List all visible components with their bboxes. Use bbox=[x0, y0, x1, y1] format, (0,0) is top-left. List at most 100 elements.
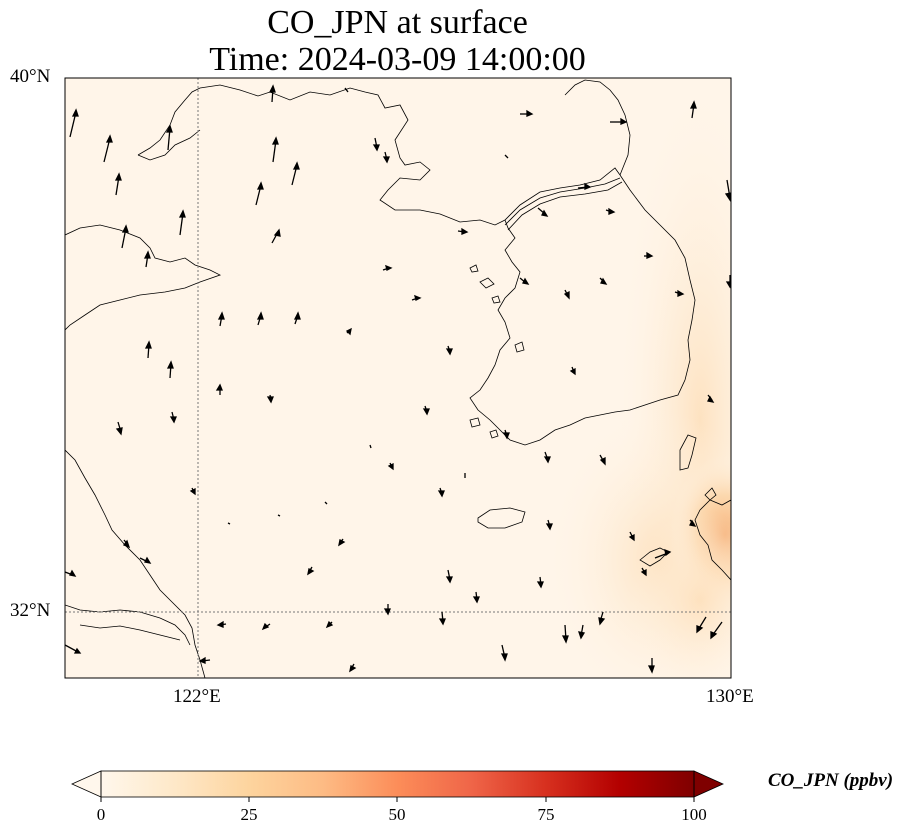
wind-arrow bbox=[599, 277, 608, 285]
wind-arrow bbox=[577, 182, 592, 190]
wind-arrow bbox=[647, 658, 655, 674]
wind-arrow bbox=[216, 620, 227, 628]
wind-arrow bbox=[65, 644, 82, 654]
wind-arrow bbox=[324, 501, 328, 505]
lat-label-40n: 40°N bbox=[10, 66, 51, 87]
wind-arrow bbox=[382, 151, 390, 164]
wind-arrow bbox=[644, 251, 654, 259]
coastlines bbox=[65, 79, 731, 678]
wind-arrow bbox=[122, 539, 131, 549]
wind-arrow bbox=[143, 250, 151, 268]
wind-arrow bbox=[696, 616, 707, 634]
wind-arrow bbox=[121, 224, 129, 249]
wind-arrow bbox=[725, 275, 731, 289]
colorbar bbox=[71, 770, 724, 802]
wind-arrow bbox=[438, 611, 446, 626]
wind-arrow bbox=[268, 84, 276, 103]
wind-arrow bbox=[217, 311, 225, 327]
wind-arrow bbox=[369, 444, 372, 449]
wind-arrow bbox=[628, 531, 635, 542]
wind-arrow bbox=[382, 264, 393, 271]
wind-arrow bbox=[372, 137, 380, 152]
map-frame bbox=[64, 77, 732, 679]
wind-arrow bbox=[383, 604, 391, 616]
wind-arrow bbox=[457, 227, 469, 235]
colorbar-extend-min bbox=[71, 770, 102, 798]
wind-arrow bbox=[338, 538, 346, 547]
wind-arrow bbox=[689, 519, 697, 527]
wind-arrow bbox=[654, 548, 672, 559]
wind-arrow bbox=[344, 87, 349, 93]
wind-arrow bbox=[640, 567, 647, 577]
wind-arrow bbox=[178, 209, 186, 236]
wind-arrow bbox=[144, 340, 152, 359]
wind-arrow bbox=[578, 624, 586, 640]
wind-arrow bbox=[472, 591, 480, 604]
wind-arrow bbox=[561, 624, 569, 644]
wind-arrow bbox=[437, 487, 445, 498]
wind-arrow bbox=[266, 394, 274, 404]
wind-arrow bbox=[215, 383, 223, 395]
wind-arrow bbox=[504, 154, 509, 159]
wind-arrow bbox=[65, 569, 77, 577]
wind-arrow bbox=[69, 108, 79, 138]
colorbar-tick-25: 25 bbox=[240, 805, 258, 824]
wind-arrow bbox=[103, 134, 113, 163]
colorbar-tick-75: 75 bbox=[537, 805, 555, 824]
colorbar-extend-max bbox=[693, 770, 724, 798]
wind-arrow bbox=[520, 109, 534, 117]
wind-arrow bbox=[271, 228, 281, 244]
wind-arrow bbox=[502, 429, 510, 440]
wind-arrow bbox=[114, 172, 122, 196]
wind-arrow bbox=[610, 117, 628, 125]
colorbar-tick-50: 50 bbox=[388, 805, 406, 824]
wind-arrow bbox=[261, 622, 271, 631]
wind-arrow bbox=[198, 656, 211, 664]
wind-arrow bbox=[256, 311, 264, 326]
wind-arrow bbox=[674, 289, 685, 297]
map-title-line2: Time: 2024-03-09 14:00:00 bbox=[209, 41, 586, 78]
wind-arrow bbox=[255, 181, 264, 206]
wind-arrow bbox=[599, 454, 606, 466]
wind-arrow bbox=[569, 366, 576, 376]
lat-label-32n: 32°N bbox=[10, 600, 51, 621]
lon-label-122e: 122°E bbox=[173, 686, 221, 707]
lon-label-130e: 130°E bbox=[706, 686, 754, 707]
wind-arrow bbox=[166, 360, 174, 379]
colorbar-label: CO_JPN (ppbv) bbox=[768, 770, 894, 791]
wind-arrow bbox=[349, 663, 357, 673]
wind-arrow bbox=[227, 522, 231, 525]
wind-vectors bbox=[65, 84, 731, 674]
wind-arrow bbox=[710, 621, 723, 640]
gridlines bbox=[65, 78, 731, 678]
wind-arrow bbox=[689, 100, 697, 119]
wind-arrow bbox=[545, 519, 553, 531]
wind-arrow bbox=[169, 411, 177, 424]
wind-arrow bbox=[537, 207, 549, 217]
colorbar-tick-0: 0 bbox=[96, 805, 106, 824]
wind-arrow bbox=[519, 277, 530, 285]
wind-arrow bbox=[165, 124, 173, 151]
wind-arrow bbox=[387, 462, 394, 471]
wind-arrow bbox=[345, 327, 352, 336]
colorbar-tick-100: 100 bbox=[681, 805, 707, 824]
wind-arrow bbox=[411, 294, 422, 301]
wind-arrow bbox=[598, 611, 606, 626]
wind-arrow bbox=[139, 556, 152, 564]
wind-arrow bbox=[277, 514, 281, 517]
map-title-line1: CO_JPN at surface bbox=[267, 4, 528, 41]
wind-arrow bbox=[291, 161, 300, 186]
wind-arrow bbox=[189, 487, 196, 496]
wind-arrow bbox=[293, 311, 301, 325]
wind-arrow bbox=[271, 136, 279, 163]
wind-arrow bbox=[605, 207, 616, 215]
wind-arrow bbox=[307, 566, 315, 576]
wind-arrow bbox=[325, 620, 334, 629]
wind-arrow bbox=[115, 421, 123, 436]
wind-arrow bbox=[707, 394, 715, 403]
wind-arrow bbox=[543, 451, 551, 464]
wind-arrow bbox=[563, 289, 570, 300]
wind-arrow bbox=[536, 576, 544, 589]
wind-arrow bbox=[422, 405, 430, 416]
